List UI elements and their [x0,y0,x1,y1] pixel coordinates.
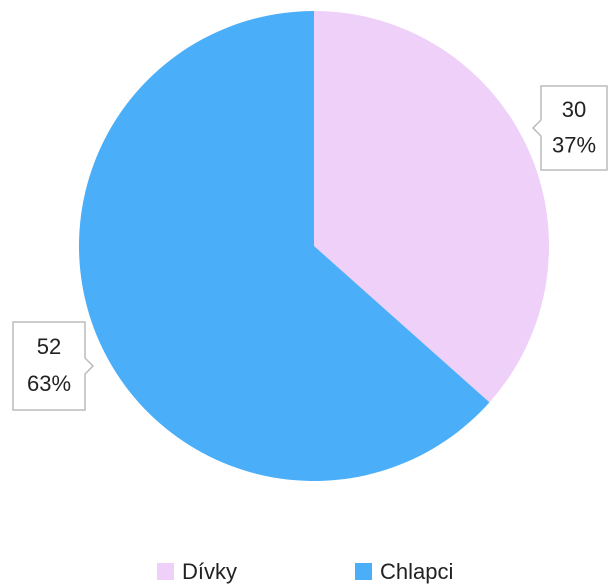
data-label-box [531,85,608,171]
legend-label: Chlapci [380,559,453,584]
data-label-box [12,321,95,411]
legend-label: Dívky [182,559,237,584]
data-label-value: 52 [37,334,61,359]
legend-swatch [355,563,372,580]
pie-slice [78,11,490,482]
data-label-value: 30 [562,97,586,122]
data-label-percent: 63% [27,371,71,396]
legend-swatch [157,563,174,580]
pie-slice [314,11,549,403]
data-label-percent: 37% [552,132,596,157]
